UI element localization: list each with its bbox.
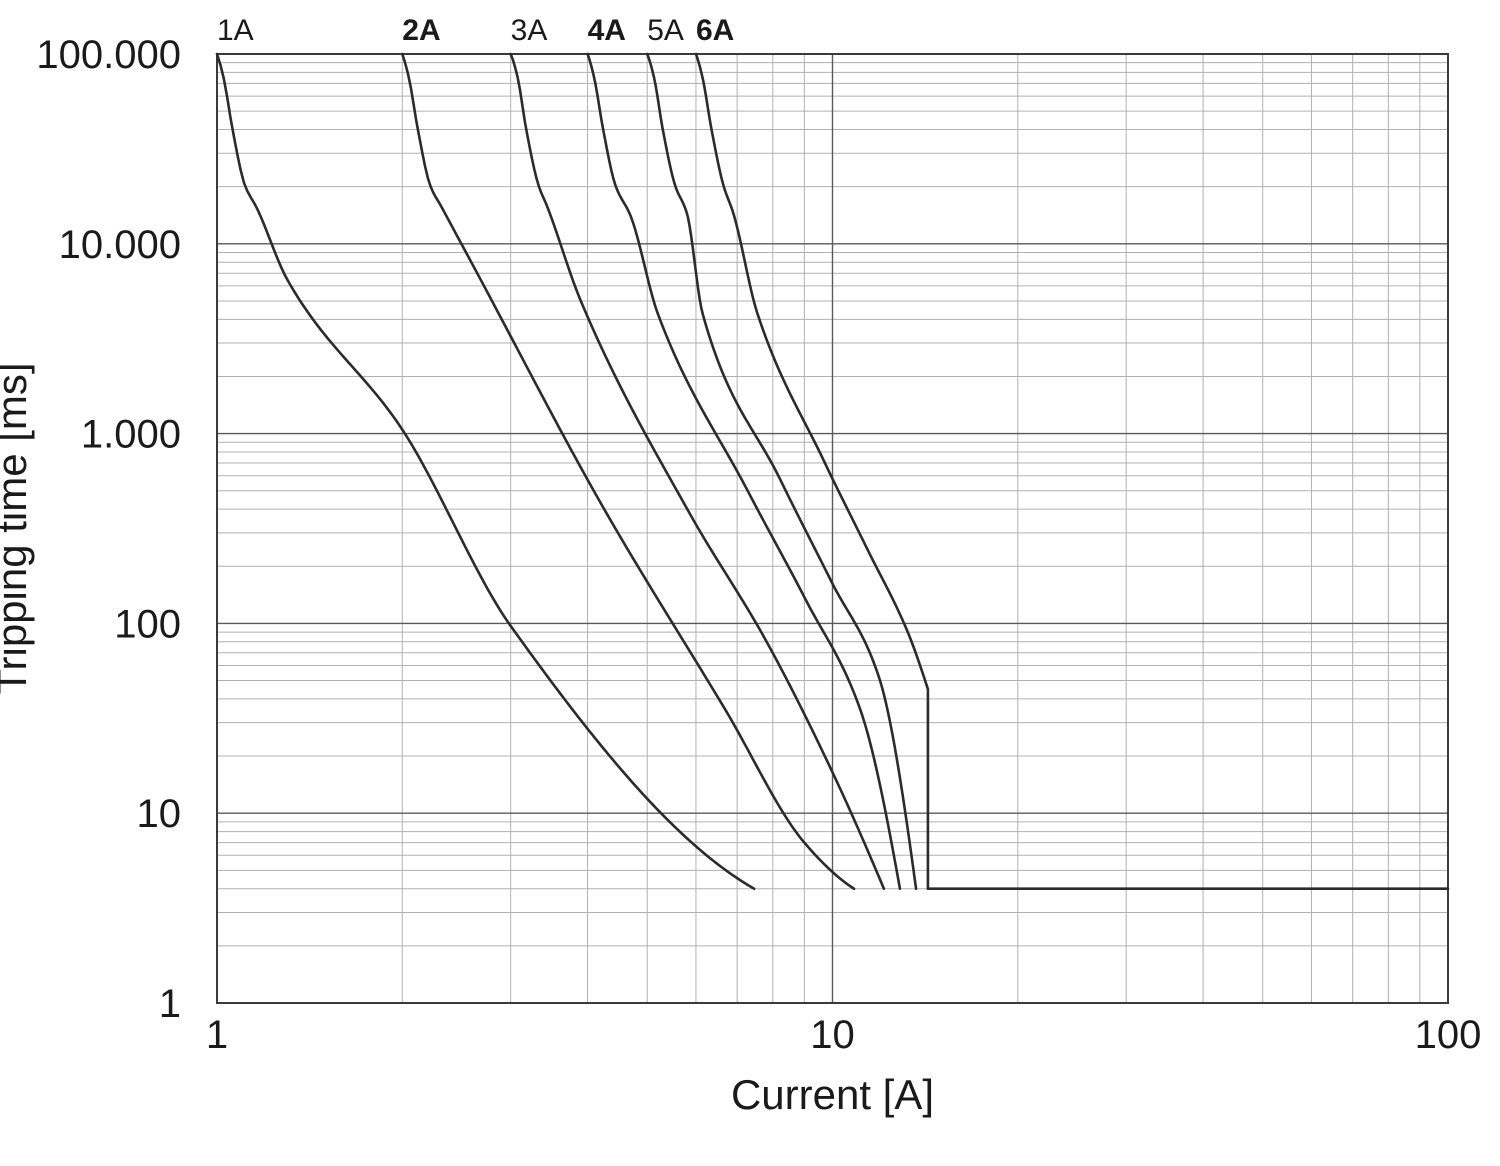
svg-text:100: 100	[1415, 1013, 1482, 1057]
svg-text:5A: 5A	[647, 14, 684, 47]
svg-text:100: 100	[114, 602, 181, 646]
svg-text:10.000: 10.000	[59, 223, 181, 267]
svg-text:Current [A]: Current [A]	[731, 1071, 934, 1118]
svg-text:10: 10	[137, 792, 182, 836]
svg-text:1.000: 1.000	[81, 413, 181, 457]
svg-text:1A: 1A	[217, 14, 254, 47]
svg-text:3A: 3A	[511, 14, 548, 47]
svg-text:1: 1	[159, 982, 181, 1026]
svg-text:100.000: 100.000	[36, 33, 181, 77]
svg-text:2A: 2A	[402, 14, 440, 47]
svg-text:6A: 6A	[696, 14, 734, 47]
svg-text:1: 1	[206, 1013, 228, 1057]
svg-text:10: 10	[810, 1013, 855, 1057]
svg-text:4A: 4A	[588, 14, 626, 47]
svg-text:Tripping time [ms]: Tripping time [ms]	[0, 362, 35, 694]
